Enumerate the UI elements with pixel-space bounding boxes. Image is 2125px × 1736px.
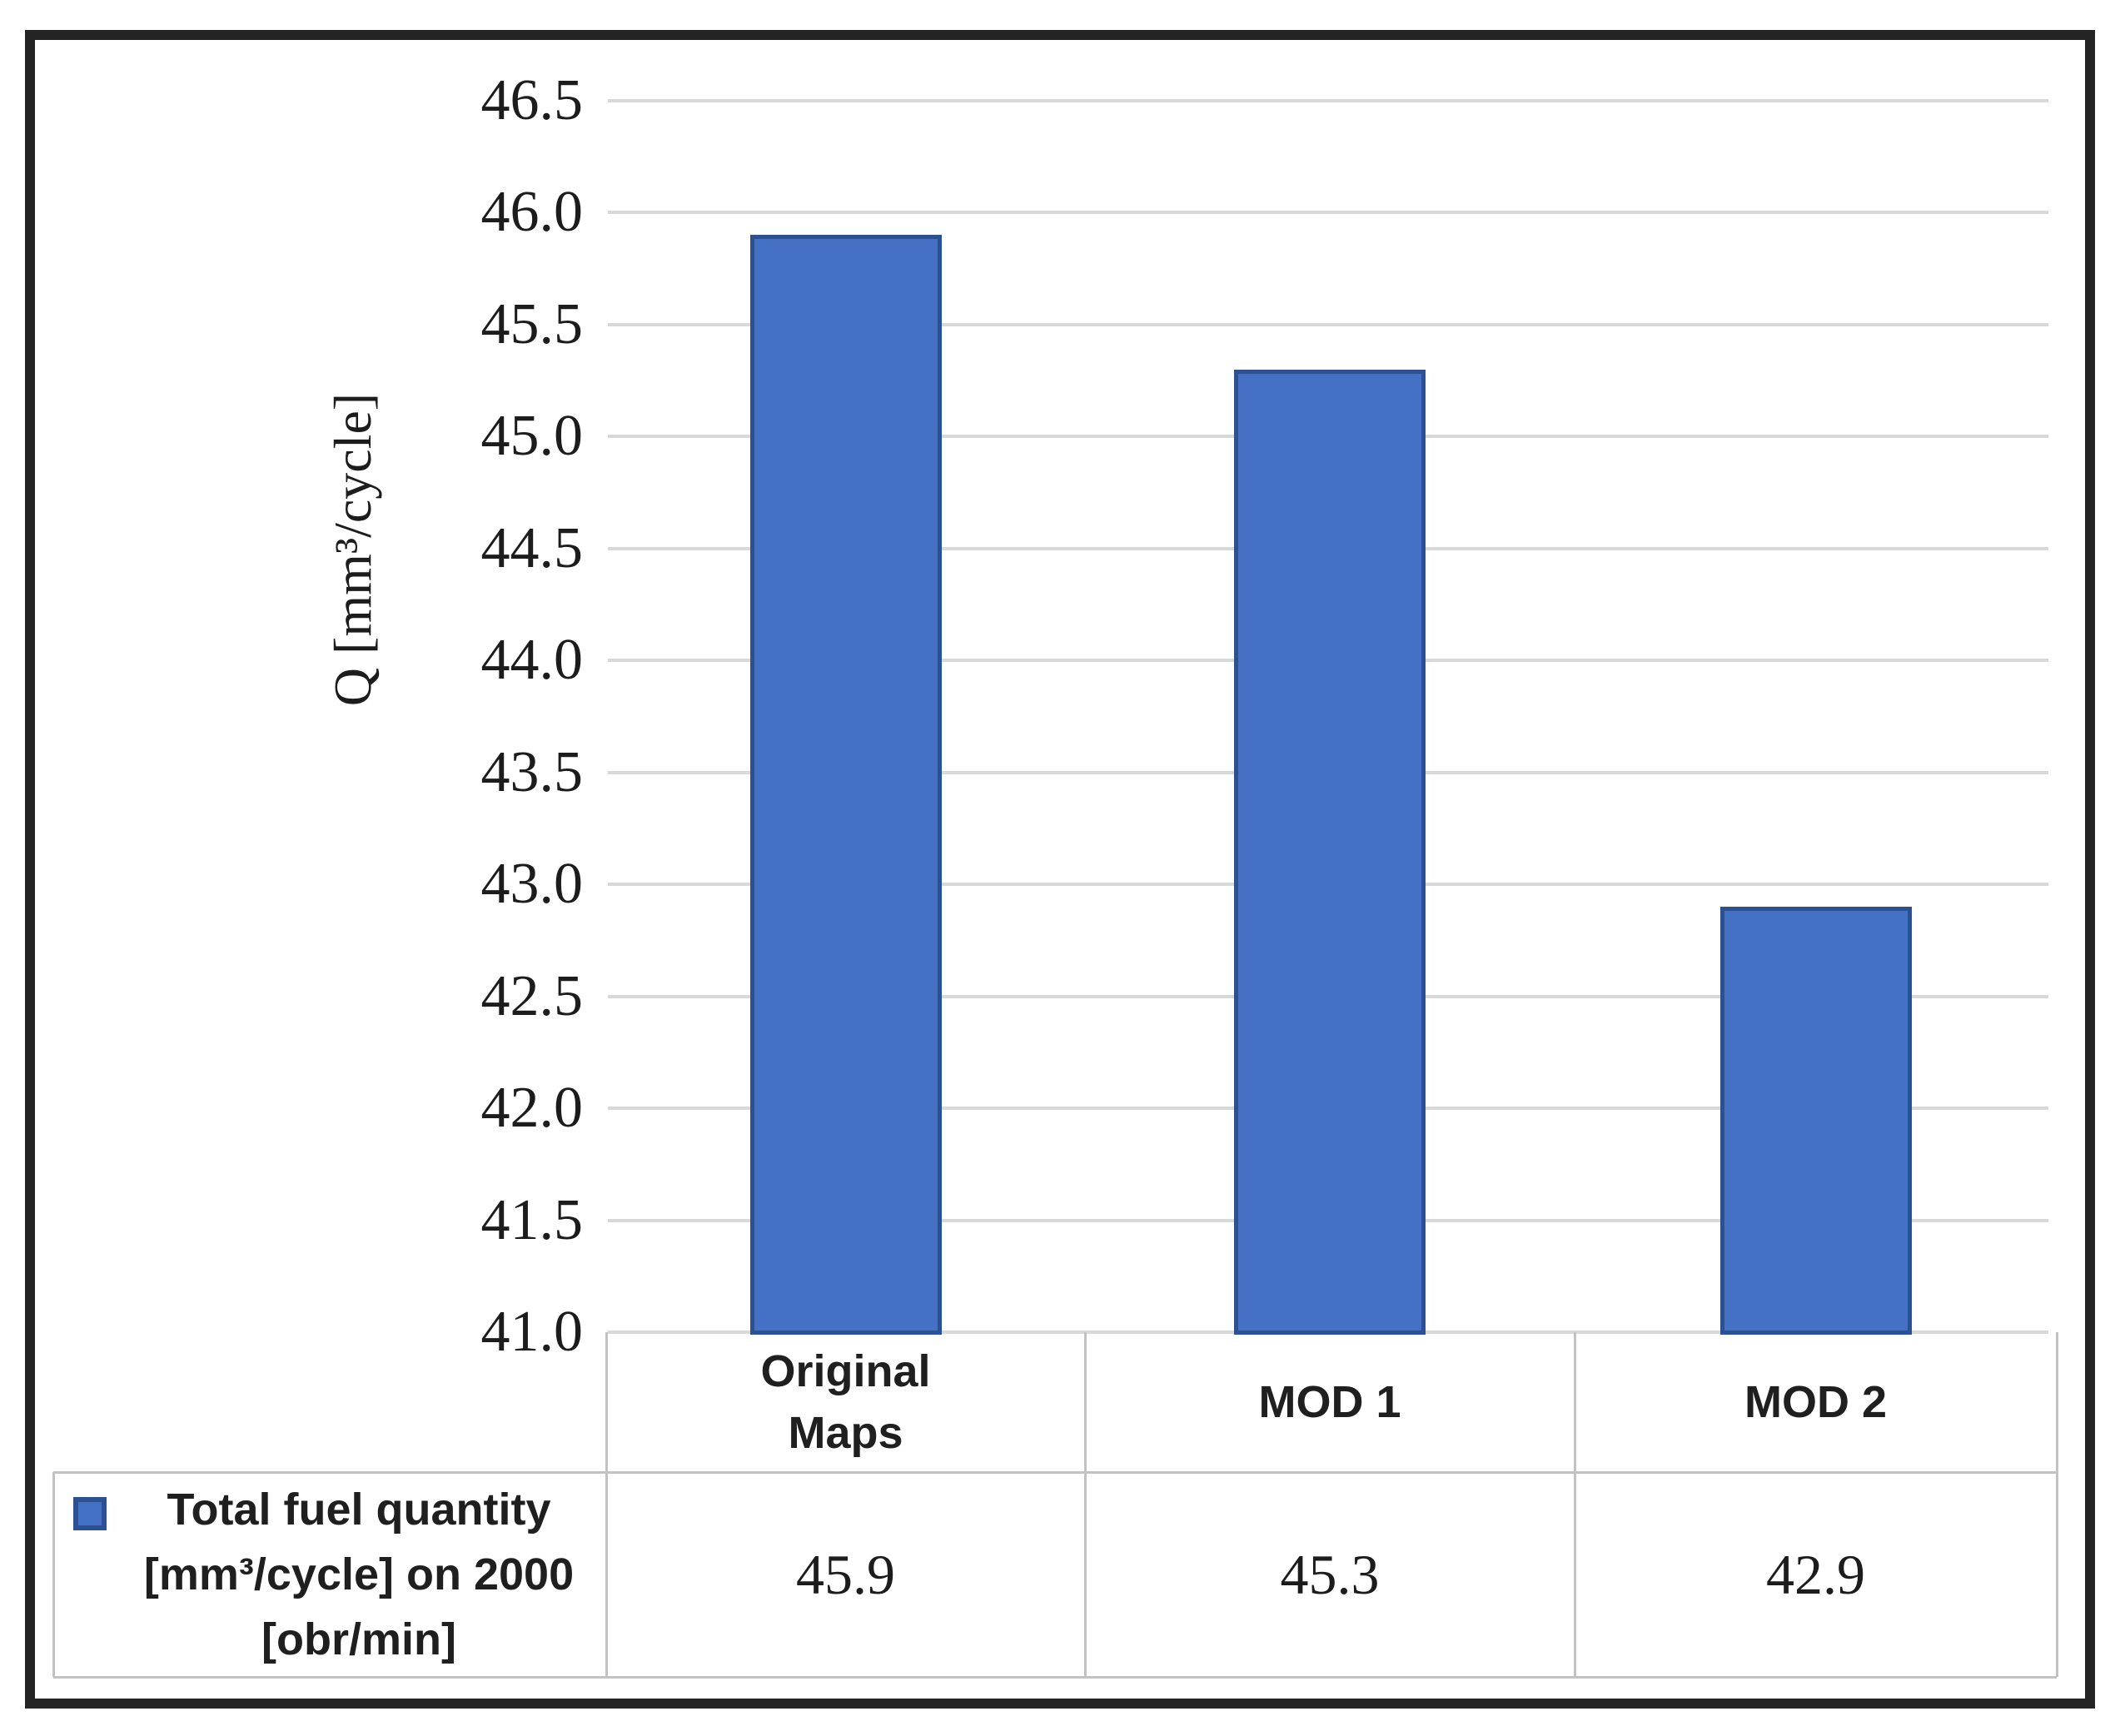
gridline: [608, 99, 2048, 102]
legend-series-label: Total fuel quantity [mm³/cycle] on 2000 …: [143, 1485, 575, 1664]
bar-mod-2: [1719, 907, 1912, 1335]
category-header-mod-1: MOD 1: [1258, 1377, 1401, 1427]
table-border-horizontal: [53, 1471, 2057, 1474]
y-axis-tick-label: 43.0: [480, 852, 584, 917]
gridline: [608, 211, 2048, 215]
bar-mod-1: [1234, 369, 1426, 1335]
y-axis-tick-label: 42.5: [480, 963, 584, 1028]
y-axis-tick-label: 44.0: [480, 628, 584, 693]
table-border-horizontal: [53, 1676, 2057, 1679]
y-axis-tick-label: 45.0: [480, 404, 584, 469]
legend-cell: Total fuel quantity [mm³/cycle] on 2000 …: [53, 1472, 606, 1677]
table-border-vertical: [52, 1472, 55, 1677]
y-axis-tick-label: 44.5: [480, 515, 584, 580]
table-border-vertical: [605, 1332, 608, 1677]
table-border-vertical: [1084, 1332, 1087, 1677]
category-header-mod-2: MOD 2: [1744, 1377, 1888, 1427]
value-cell-mod-2: 42.9: [1766, 1542, 1865, 1606]
bar-original-maps: [749, 235, 942, 1335]
y-axis-tick-label: 43.5: [480, 739, 584, 804]
gridline: [608, 322, 2048, 326]
y-axis-tick-label: 41.0: [480, 1300, 584, 1364]
value-cell-original-maps: 45.9: [796, 1542, 895, 1606]
y-axis-tick-label: 41.5: [480, 1187, 584, 1252]
table-border-vertical: [1574, 1332, 1576, 1677]
y-axis-tick-label: 46.5: [480, 68, 584, 132]
y-axis-tick-label: 42.0: [480, 1076, 584, 1141]
table-border-vertical: [2056, 1332, 2058, 1677]
value-cell-mod-1: 45.3: [1280, 1542, 1380, 1606]
y-axis-tick-label: 45.5: [480, 291, 584, 356]
y-axis-tick-label: 46.0: [480, 180, 584, 245]
category-header-original-maps: Original Maps: [760, 1346, 931, 1458]
legend-series-marker-icon: [73, 1497, 107, 1530]
chart-outer-frame: [25, 30, 2095, 1709]
y-axis-title: Q [mm³/cycle]: [323, 392, 382, 707]
